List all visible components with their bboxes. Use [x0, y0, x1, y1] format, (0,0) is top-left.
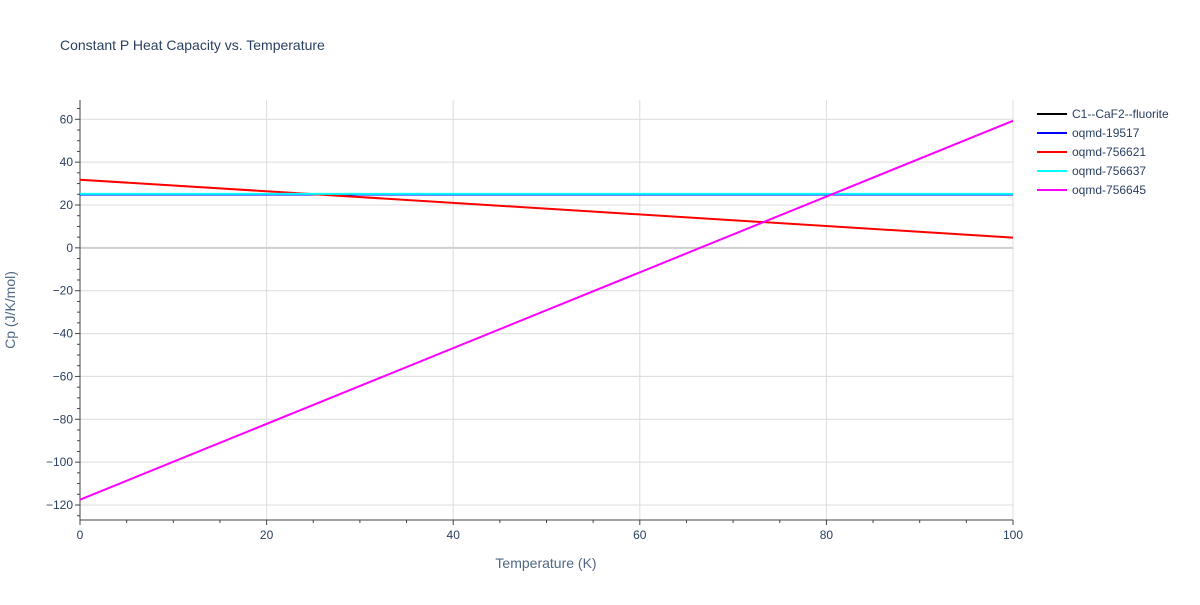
y-tick-label: −60: [53, 369, 74, 383]
legend-label: oqmd-756637: [1072, 164, 1146, 178]
y-tick-label: 40: [60, 155, 74, 169]
legend-label: oqmd-756645: [1072, 183, 1146, 197]
x-axis-title: Temperature (K): [495, 555, 596, 571]
legend-item[interactable]: oqmd-756645: [1037, 183, 1146, 197]
x-tick-label: 0: [77, 528, 84, 542]
y-tick-label: 20: [60, 198, 74, 212]
y-tick-label: −120: [46, 498, 73, 512]
legend-label: oqmd-756621: [1072, 145, 1146, 159]
y-tick-label: −100: [46, 455, 73, 469]
axes: 0 20 40 60 80 100 −120 −100 −80 −60 −40 −20 0 20 40 60: [46, 100, 1023, 542]
y-tick-label: −80: [53, 412, 74, 426]
grid-lines: [80, 100, 1014, 520]
legend-item[interactable]: C1--CaF2--fluorite: [1037, 107, 1169, 121]
y-axis-title: Cp (J/K/mol): [2, 271, 18, 349]
x-tick-label: 20: [260, 528, 274, 542]
x-tick-label: 80: [820, 528, 834, 542]
x-tick-label: 100: [1003, 528, 1023, 542]
legend-item[interactable]: oqmd-19517: [1037, 126, 1140, 140]
legend-label: oqmd-19517: [1072, 126, 1140, 140]
legend-item[interactable]: oqmd-756637: [1037, 164, 1146, 178]
y-tick-label: 0: [66, 241, 73, 255]
series-line-oqmd-756645: [79, 119, 1014, 501]
x-tick-label: 60: [633, 528, 647, 542]
legend[interactable]: C1--CaF2--fluorite oqmd-19517 oqmd-756621 o…: [1037, 107, 1169, 197]
y-tick-label: 60: [60, 112, 74, 126]
legend-item[interactable]: oqmd-756621: [1037, 145, 1146, 159]
series-line-oqmd-756621: [79, 178, 1014, 239]
legend-label: C1--CaF2--fluorite: [1072, 107, 1169, 121]
y-tick-label: −20: [53, 284, 74, 298]
x-tick-label: 40: [447, 528, 461, 542]
series-lines: [79, 119, 1014, 501]
y-tick-label: −40: [53, 327, 74, 341]
chart-title: Constant P Heat Capacity vs. Temperature: [60, 37, 325, 53]
